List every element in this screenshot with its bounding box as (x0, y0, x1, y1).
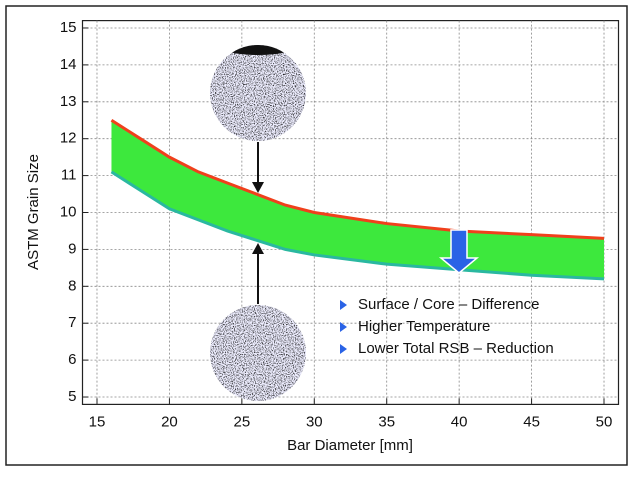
y-tick-label: 15 (60, 19, 77, 36)
x-tick-label: 30 (306, 413, 323, 430)
y-tick-label: 12 (60, 130, 77, 147)
x-tick-label: 15 (89, 413, 106, 430)
y-tick-label: 10 (60, 203, 77, 220)
reduction-arrow (438, 229, 480, 274)
band-edge (110, 170, 605, 281)
plot (110, 118, 605, 281)
x-tick-label: 45 (523, 413, 540, 430)
y-tick-label: 6 (68, 351, 76, 368)
note-marker (340, 300, 347, 310)
note-marker (340, 322, 347, 332)
arrow-up (252, 243, 264, 304)
x-tick-label: 20 (161, 413, 178, 430)
note: Higher Temperature (358, 318, 490, 335)
y-tick-label: 9 (68, 240, 76, 257)
micrograph-bottom (210, 305, 306, 401)
x-tick-label: 40 (451, 413, 468, 430)
y-tick-label: 13 (60, 93, 77, 110)
x-tick-label: 25 (234, 413, 251, 430)
x-tick-label: 50 (596, 413, 613, 430)
x-axis-title: Bar Diameter [mm] (287, 437, 413, 454)
y-tick-label: 11 (61, 167, 77, 184)
band-edge (110, 118, 605, 240)
note-marker (340, 344, 347, 354)
arrow-down (252, 142, 264, 193)
frame (5, 5, 628, 466)
note: Lower Total RSB – Reduction (358, 340, 554, 357)
y-tick-label: 5 (68, 388, 76, 405)
note: Surface / Core – Difference (358, 296, 539, 313)
notes: Surface / Core – Difference Higher Temper… (340, 296, 554, 357)
band-fill (111, 120, 605, 279)
y-axis-title: ASTM Grain Size (25, 154, 42, 270)
y-tick-label: 8 (68, 277, 76, 294)
x-tick-label: 35 (378, 413, 395, 430)
y-tick-label: 7 (68, 314, 76, 331)
y-tick-label: 14 (60, 56, 77, 73)
micrograph-top (210, 45, 306, 141)
